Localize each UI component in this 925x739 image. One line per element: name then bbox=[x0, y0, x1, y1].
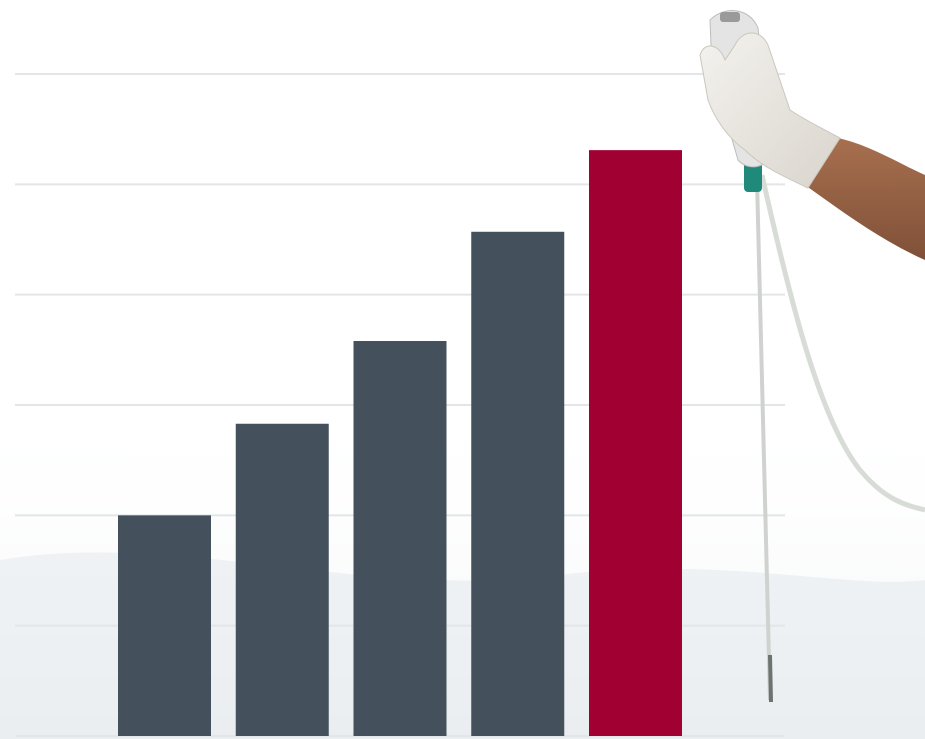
probe-tip bbox=[768, 654, 773, 703]
forearm bbox=[800, 136, 925, 260]
gloved-hand-holding-medical-probe-icon bbox=[699, 10, 925, 703]
probe-shaft bbox=[755, 179, 772, 701]
bar-3 bbox=[353, 341, 447, 736]
bar-2 bbox=[235, 423, 329, 736]
bar-1 bbox=[118, 515, 211, 736]
gloved-hand bbox=[699, 32, 841, 189]
probe-connector bbox=[744, 160, 762, 192]
probe-button bbox=[720, 12, 740, 22]
background-waves bbox=[0, 396, 925, 739]
probe-cable bbox=[759, 174, 925, 513]
bar-4 bbox=[471, 231, 565, 736]
bars bbox=[118, 150, 682, 736]
bar-5 bbox=[589, 150, 682, 736]
